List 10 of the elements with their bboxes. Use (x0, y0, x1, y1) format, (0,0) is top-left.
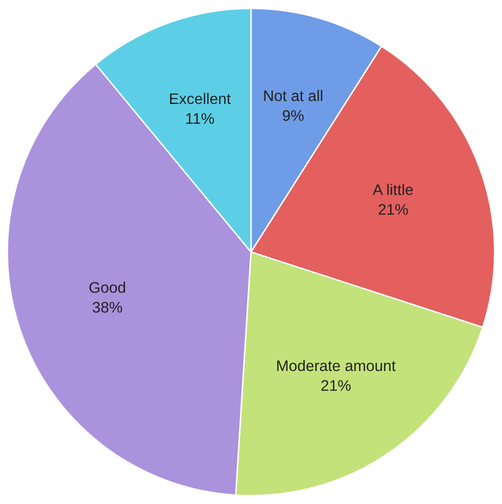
data-label: 38% (92, 302, 122, 313)
data-label: 9% (282, 110, 304, 121)
data-label: 11% (186, 113, 214, 124)
slice-label: Good (89, 282, 126, 293)
slice-label: A little (372, 184, 413, 196)
data-label: 21% (321, 380, 351, 391)
slice-label: Excellent (170, 92, 231, 104)
slice-label: Moderate amount (277, 360, 396, 372)
data-label: 21% (378, 204, 408, 215)
slice-label: Not at all (264, 90, 322, 102)
